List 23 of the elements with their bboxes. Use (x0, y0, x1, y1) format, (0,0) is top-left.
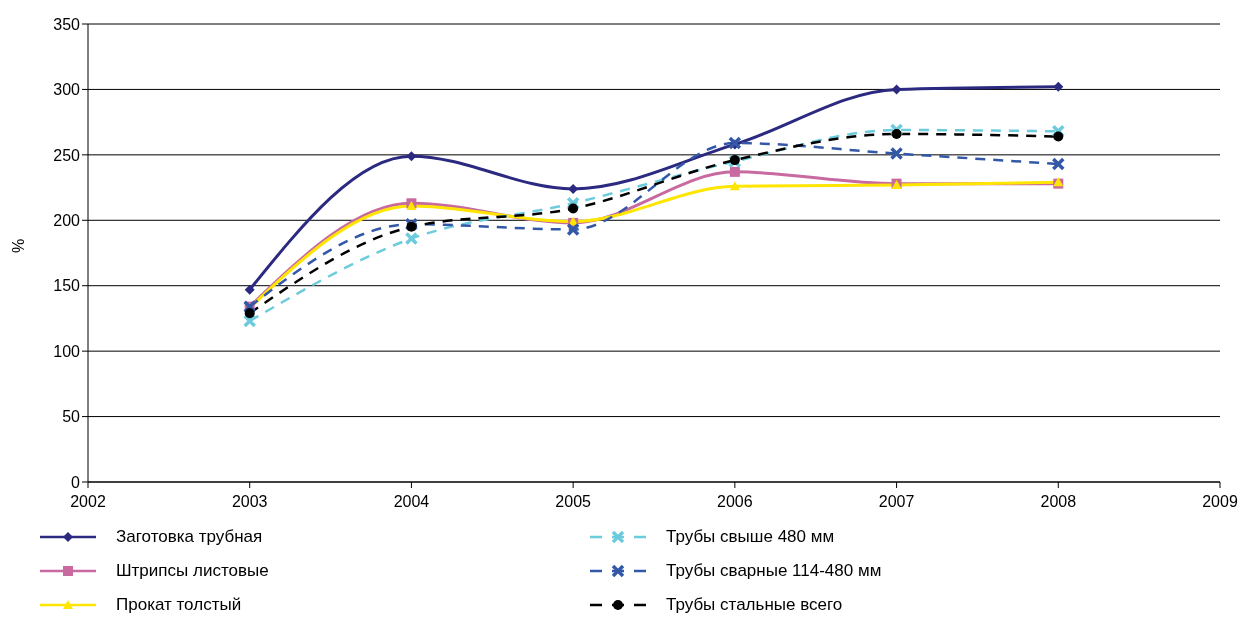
y-axis-title: % (9, 238, 27, 253)
x-tick-label: 2002 (70, 493, 106, 511)
x-tick-label: 2008 (1040, 493, 1077, 511)
x-tick-label: 2003 (231, 493, 268, 511)
x-tick-label: 2007 (878, 493, 915, 511)
y-tick-label: 0 (71, 473, 81, 491)
legend-label: Трубы стальные всего (666, 595, 843, 615)
legend-label: Прокат толстый (116, 595, 242, 615)
x-tick-label: 2004 (393, 493, 430, 511)
y-tick-label: 300 (53, 81, 81, 99)
y-tick-label: 100 (53, 342, 81, 360)
y-tick-label: 150 (53, 277, 81, 295)
y-tick-label: 200 (53, 211, 81, 229)
legend-label: Трубы свыше 480 мм (666, 527, 835, 547)
legend-label: Заготовка трубная (116, 527, 263, 547)
x-tick-label: 2005 (555, 493, 592, 511)
x-tick-label: 2006 (717, 493, 753, 511)
legend-label: Штрипсы листовые (116, 561, 269, 581)
y-tick-label: 50 (62, 408, 81, 426)
y-tick-label: 350 (53, 15, 81, 33)
legend-label: Трубы сварные 114-480 мм (666, 561, 882, 581)
y-tick-label: 250 (53, 146, 81, 164)
x-tick-label: 2009 (1202, 493, 1238, 511)
